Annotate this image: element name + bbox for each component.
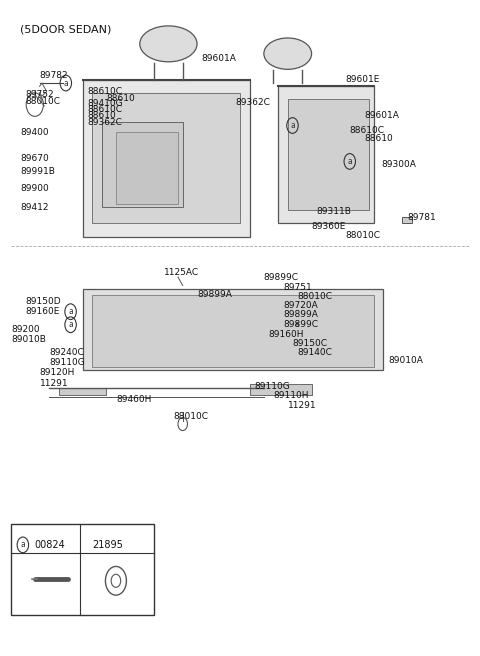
Text: 89899C: 89899C xyxy=(283,320,318,329)
Text: 88010C: 88010C xyxy=(173,413,208,421)
Text: 89360E: 89360E xyxy=(312,222,346,231)
Polygon shape xyxy=(288,99,369,211)
Text: a: a xyxy=(63,79,68,87)
Text: 11291: 11291 xyxy=(288,401,316,410)
Text: 89160H: 89160H xyxy=(269,330,304,339)
Text: 89412: 89412 xyxy=(21,203,49,212)
FancyBboxPatch shape xyxy=(116,132,178,204)
Text: 89410G: 89410G xyxy=(87,100,123,108)
Polygon shape xyxy=(278,87,373,224)
Text: 88610: 88610 xyxy=(107,94,135,102)
Text: a: a xyxy=(21,541,25,549)
Text: 89010B: 89010B xyxy=(11,335,46,344)
Text: 89110H: 89110H xyxy=(274,392,309,400)
Text: 88610C: 88610C xyxy=(87,87,122,96)
Text: 89670: 89670 xyxy=(21,154,49,163)
Text: 89140C: 89140C xyxy=(297,348,332,357)
Text: 89010A: 89010A xyxy=(388,356,423,365)
Text: 89899A: 89899A xyxy=(283,310,318,319)
Polygon shape xyxy=(92,93,240,224)
Text: 11291: 11291 xyxy=(39,379,68,388)
Text: a: a xyxy=(295,320,300,329)
Text: 89300A: 89300A xyxy=(382,160,417,169)
Text: 89120H: 89120H xyxy=(39,368,75,377)
Text: 89751: 89751 xyxy=(283,283,312,292)
Text: 89110G: 89110G xyxy=(254,382,290,391)
Text: 89311B: 89311B xyxy=(316,207,351,216)
Text: 89601E: 89601E xyxy=(345,75,379,84)
Text: 89782: 89782 xyxy=(39,71,68,79)
Text: 89899C: 89899C xyxy=(264,272,299,281)
Text: 21895: 21895 xyxy=(92,540,123,550)
Text: 00824: 00824 xyxy=(35,540,66,550)
Text: 89601A: 89601A xyxy=(202,54,237,64)
Polygon shape xyxy=(59,388,107,395)
Text: 89991B: 89991B xyxy=(21,167,55,176)
Text: a: a xyxy=(290,121,295,130)
Text: 88010C: 88010C xyxy=(25,97,60,106)
Text: 89752: 89752 xyxy=(25,90,54,98)
Text: 89150D: 89150D xyxy=(25,297,61,306)
FancyBboxPatch shape xyxy=(102,122,183,207)
Text: 89200: 89200 xyxy=(11,325,39,335)
Ellipse shape xyxy=(140,26,197,62)
Polygon shape xyxy=(92,295,373,367)
Text: a: a xyxy=(68,307,73,316)
Text: 89720A: 89720A xyxy=(283,300,318,310)
Text: 89160E: 89160E xyxy=(25,307,60,316)
Text: 88610C: 88610C xyxy=(350,125,385,134)
Text: 88010C: 88010C xyxy=(297,292,332,301)
Text: 88610: 88610 xyxy=(87,112,116,120)
Polygon shape xyxy=(250,384,312,395)
Text: 89460H: 89460H xyxy=(116,396,151,404)
FancyBboxPatch shape xyxy=(11,524,154,615)
Text: a: a xyxy=(68,320,73,329)
Polygon shape xyxy=(83,289,383,371)
Text: (5DOOR SEDAN): (5DOOR SEDAN) xyxy=(21,24,112,34)
Text: 88610: 88610 xyxy=(364,134,393,143)
Text: 89362C: 89362C xyxy=(87,117,122,127)
Ellipse shape xyxy=(264,38,312,70)
Text: 89150C: 89150C xyxy=(292,338,327,348)
Polygon shape xyxy=(83,80,250,237)
Text: 89601A: 89601A xyxy=(364,112,399,120)
Text: 1125AC: 1125AC xyxy=(164,268,199,277)
Text: 89240C: 89240C xyxy=(49,348,84,357)
Text: 89400: 89400 xyxy=(21,127,49,136)
Polygon shape xyxy=(402,217,412,224)
Text: 88010C: 88010C xyxy=(345,232,380,240)
Text: 89781: 89781 xyxy=(407,213,436,222)
Text: 89899A: 89899A xyxy=(197,289,232,298)
Text: a: a xyxy=(348,157,352,166)
Text: 89362C: 89362C xyxy=(235,98,270,107)
Text: 89900: 89900 xyxy=(21,184,49,193)
Text: 89110G: 89110G xyxy=(49,358,85,367)
Text: 88610C: 88610C xyxy=(87,106,122,114)
